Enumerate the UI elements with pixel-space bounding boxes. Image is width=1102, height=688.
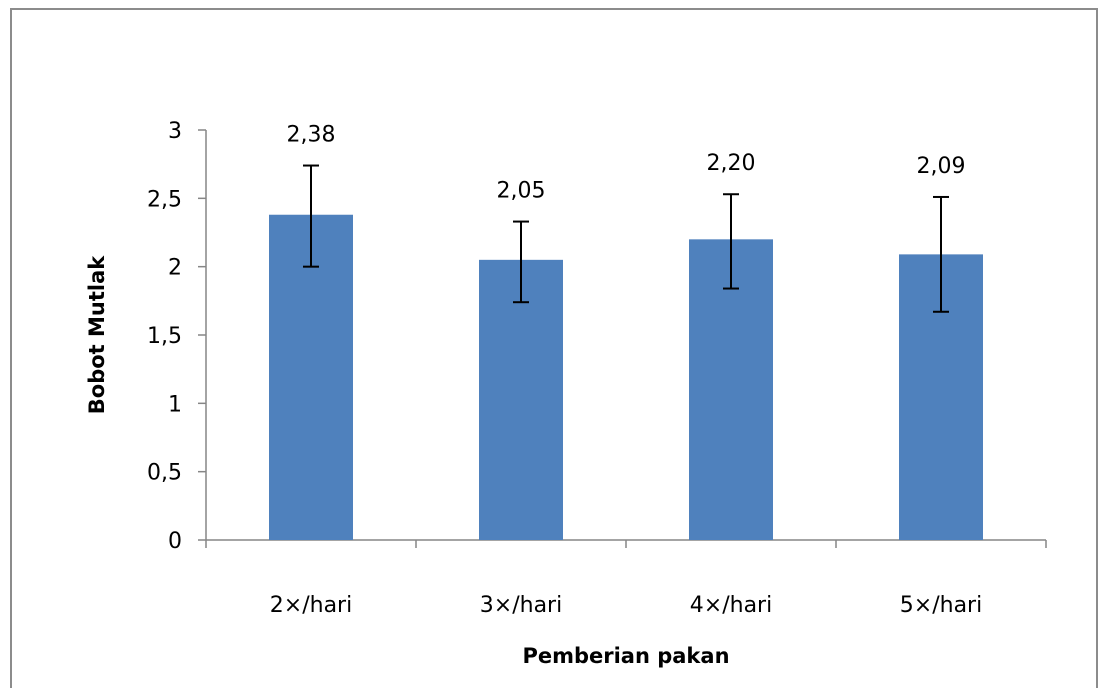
x-tick-label: 3×/hari [480, 593, 562, 618]
bar [479, 259, 563, 540]
value-labels: 2,38 2,05 2,20 2,09 [287, 123, 966, 204]
data-label: 2,20 [707, 151, 756, 176]
bar-chart: 0 0,5 1 1,5 2 2,5 3 2×/hari 3×/hari 4×/hari 5×/har… [85, 119, 1047, 668]
y-tick-label: 2,5 [147, 187, 182, 212]
y-tick-label: 0,5 [147, 461, 182, 486]
y-axis-title: Bobot Mutlak [85, 255, 109, 414]
bar [269, 214, 353, 540]
y-tick-label: 3 [168, 119, 182, 144]
chart-frame [10, 8, 1098, 688]
y-tick-label: 0 [168, 529, 182, 554]
y-tick-label: 1 [168, 392, 182, 417]
x-tick-label: 2×/hari [270, 593, 352, 618]
x-axis-title: Pemberian pakan [522, 644, 729, 668]
y-tick-label: 1,5 [147, 324, 182, 349]
y-tick-label: 2 [168, 256, 182, 281]
error-bars [303, 164, 949, 313]
data-label: 2,09 [917, 154, 966, 179]
bars [269, 214, 983, 541]
x-tick-label: 4×/hari [690, 593, 772, 618]
x-tick-label: 5×/hari [900, 593, 982, 618]
data-label: 2,38 [287, 123, 336, 148]
data-label: 2,05 [497, 179, 546, 204]
axes: 0 0,5 1 1,5 2 2,5 3 2×/hari 3×/hari 4×/hari 5×/har… [147, 119, 1047, 618]
